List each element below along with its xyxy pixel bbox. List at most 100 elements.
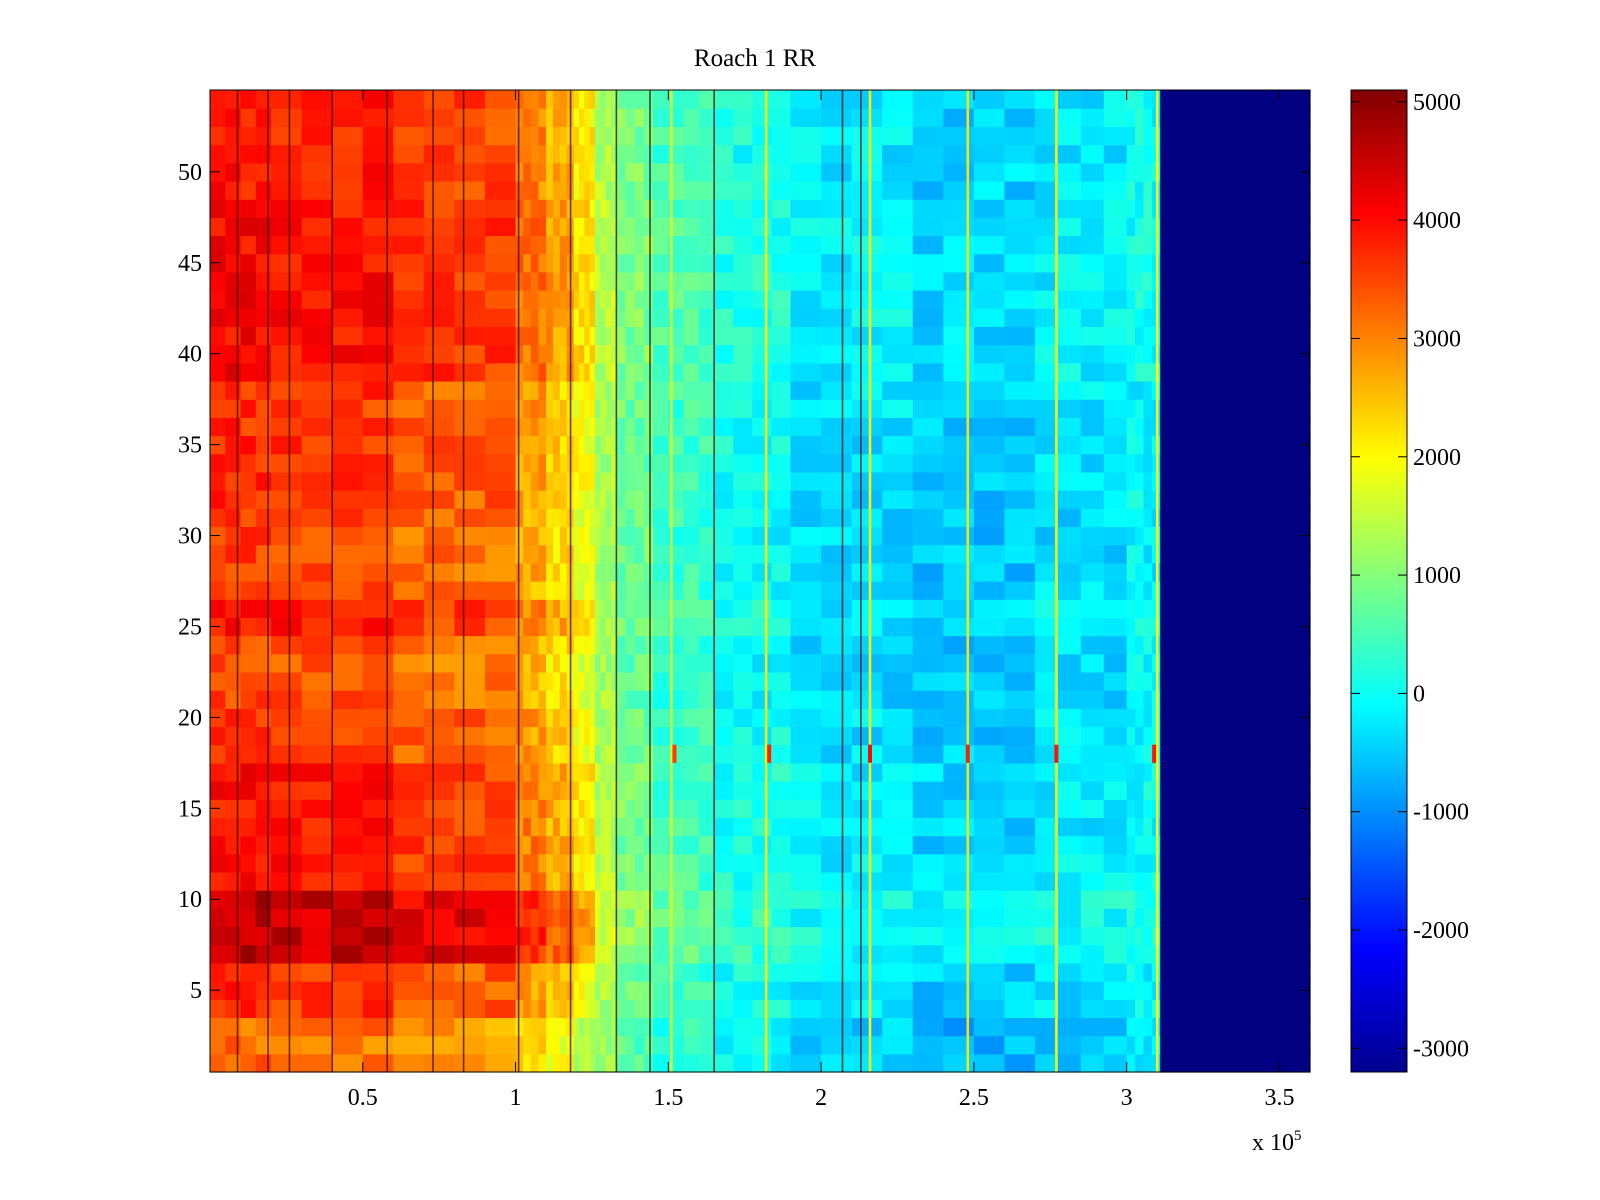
- heatmap-cell: [1135, 544, 1145, 564]
- heatmap-cell: [552, 108, 561, 127]
- heatmap-cell: [634, 380, 645, 400]
- heatmap-cell: [515, 344, 524, 364]
- heatmap-cell: [559, 726, 568, 746]
- heatmap-cell: [714, 1017, 734, 1037]
- heatmap-cell: [1004, 581, 1036, 600]
- heatmap-cell: [714, 690, 734, 709]
- heatmap-cell: [912, 581, 944, 600]
- heatmap-cell: [912, 690, 944, 709]
- heatmap-cell: [1135, 908, 1145, 928]
- heatmap-cell: [698, 1035, 715, 1055]
- heatmap-cell: [584, 617, 591, 637]
- heatmap-cell: [1126, 308, 1136, 328]
- heatmap-cell: [362, 981, 394, 1000]
- heatmap-cell: [530, 671, 540, 691]
- heatmap-cell: [1004, 271, 1036, 291]
- heatmap-cell: [683, 999, 700, 1019]
- heatmap-cell: [240, 762, 257, 782]
- heatmap-cell: [301, 944, 333, 964]
- heatmap-cell: [546, 144, 554, 164]
- heatmap-cell: [1103, 180, 1128, 200]
- heatmap-cell: [595, 235, 601, 255]
- heatmap-cell: [1103, 290, 1128, 309]
- heatmap-cell: [634, 399, 645, 418]
- heatmap-cell: [1126, 90, 1136, 109]
- heatmap-cell: [912, 1053, 944, 1073]
- heatmap-cell: [332, 635, 364, 655]
- heatmap-cell: [643, 271, 654, 291]
- heatmap-cell: [733, 999, 753, 1019]
- heatmap-cell: [683, 762, 700, 782]
- heatmap-cell: [821, 635, 853, 655]
- heatmap-cell: [698, 526, 715, 546]
- heatmap-cell: [578, 653, 585, 673]
- heatmap-cell: [485, 817, 517, 837]
- heatmap-cell: [605, 726, 612, 746]
- heatmap-cell: [752, 599, 773, 618]
- heatmap-cell: [912, 380, 944, 400]
- heatmap-cell: [546, 526, 554, 546]
- heatmap-cell: [752, 399, 773, 418]
- heatmap-cell: [362, 126, 394, 146]
- heatmap-cell: [595, 362, 601, 382]
- heatmap-cell: [546, 1035, 554, 1055]
- heatmap-cell: [546, 744, 554, 764]
- heatmap-cell: [595, 781, 601, 800]
- heatmap-cell: [653, 1053, 669, 1073]
- heatmap-cell: [634, 217, 645, 237]
- heatmap-cell: [210, 126, 226, 146]
- heatmap-cell: [882, 690, 914, 709]
- heatmap-cell: [271, 526, 303, 546]
- heatmap-cell: [1004, 871, 1036, 891]
- heatmap-cell: [714, 144, 734, 164]
- heatmap-cell: [912, 544, 944, 564]
- heatmap-cell: [515, 853, 524, 873]
- heatmap-cell: [595, 690, 601, 709]
- heatmap-cell: [605, 144, 612, 164]
- heatmap-cell: [605, 126, 612, 146]
- heatmap-cell: [393, 562, 425, 582]
- heatmap-cell: [611, 217, 617, 237]
- heatmap-cell: [578, 781, 585, 800]
- heatmap-cell: [600, 999, 607, 1019]
- heatmap-cell: [912, 308, 944, 328]
- heatmap-cell: [225, 581, 242, 600]
- heatmap-cell: [573, 817, 580, 837]
- heatmap-cell: [595, 490, 601, 509]
- heatmap-cell: [625, 981, 636, 1000]
- heatmap-cell: [600, 217, 607, 237]
- heatmap-cell: [515, 326, 524, 346]
- heatmap-cell: [1126, 271, 1136, 291]
- heatmap-cell: [393, 199, 425, 218]
- heatmap-cell: [683, 435, 700, 455]
- heatmap-cell: [912, 926, 944, 946]
- heatmap-cell: [523, 235, 532, 255]
- heatmap-cell: [454, 308, 486, 328]
- heatmap-cell: [578, 490, 585, 509]
- heatmap-cell: [538, 926, 547, 946]
- heatmap-cell: [1103, 271, 1128, 291]
- heatmap-cell: [255, 471, 272, 491]
- heatmap-cell: [653, 635, 669, 655]
- x-tick-label: 2: [815, 1085, 827, 1111]
- heatmap-cell: [605, 326, 612, 346]
- heatmap-cell: [625, 581, 636, 600]
- heatmap-cell: [454, 144, 486, 164]
- heatmap-cell: [578, 817, 585, 837]
- heatmap-cell: [573, 508, 580, 528]
- heatmap-cell: [973, 799, 1006, 819]
- heatmap-cell: [515, 1053, 524, 1073]
- heatmap-cell: [1126, 944, 1136, 964]
- heatmap-cell: [255, 981, 272, 1000]
- heatmap-cell: [573, 453, 580, 473]
- heatmap-cell: [454, 999, 486, 1019]
- heatmap-cell: [225, 926, 242, 946]
- heatmap-cell: [611, 599, 617, 618]
- heatmap-cell: [882, 962, 914, 982]
- heatmap-cell: [625, 544, 636, 564]
- heatmap-cell: [683, 781, 700, 800]
- heatmap-cell: [714, 162, 734, 182]
- heatmap-cell: [790, 744, 822, 764]
- heatmap-cell: [771, 908, 792, 928]
- heatmap-cell: [698, 726, 715, 746]
